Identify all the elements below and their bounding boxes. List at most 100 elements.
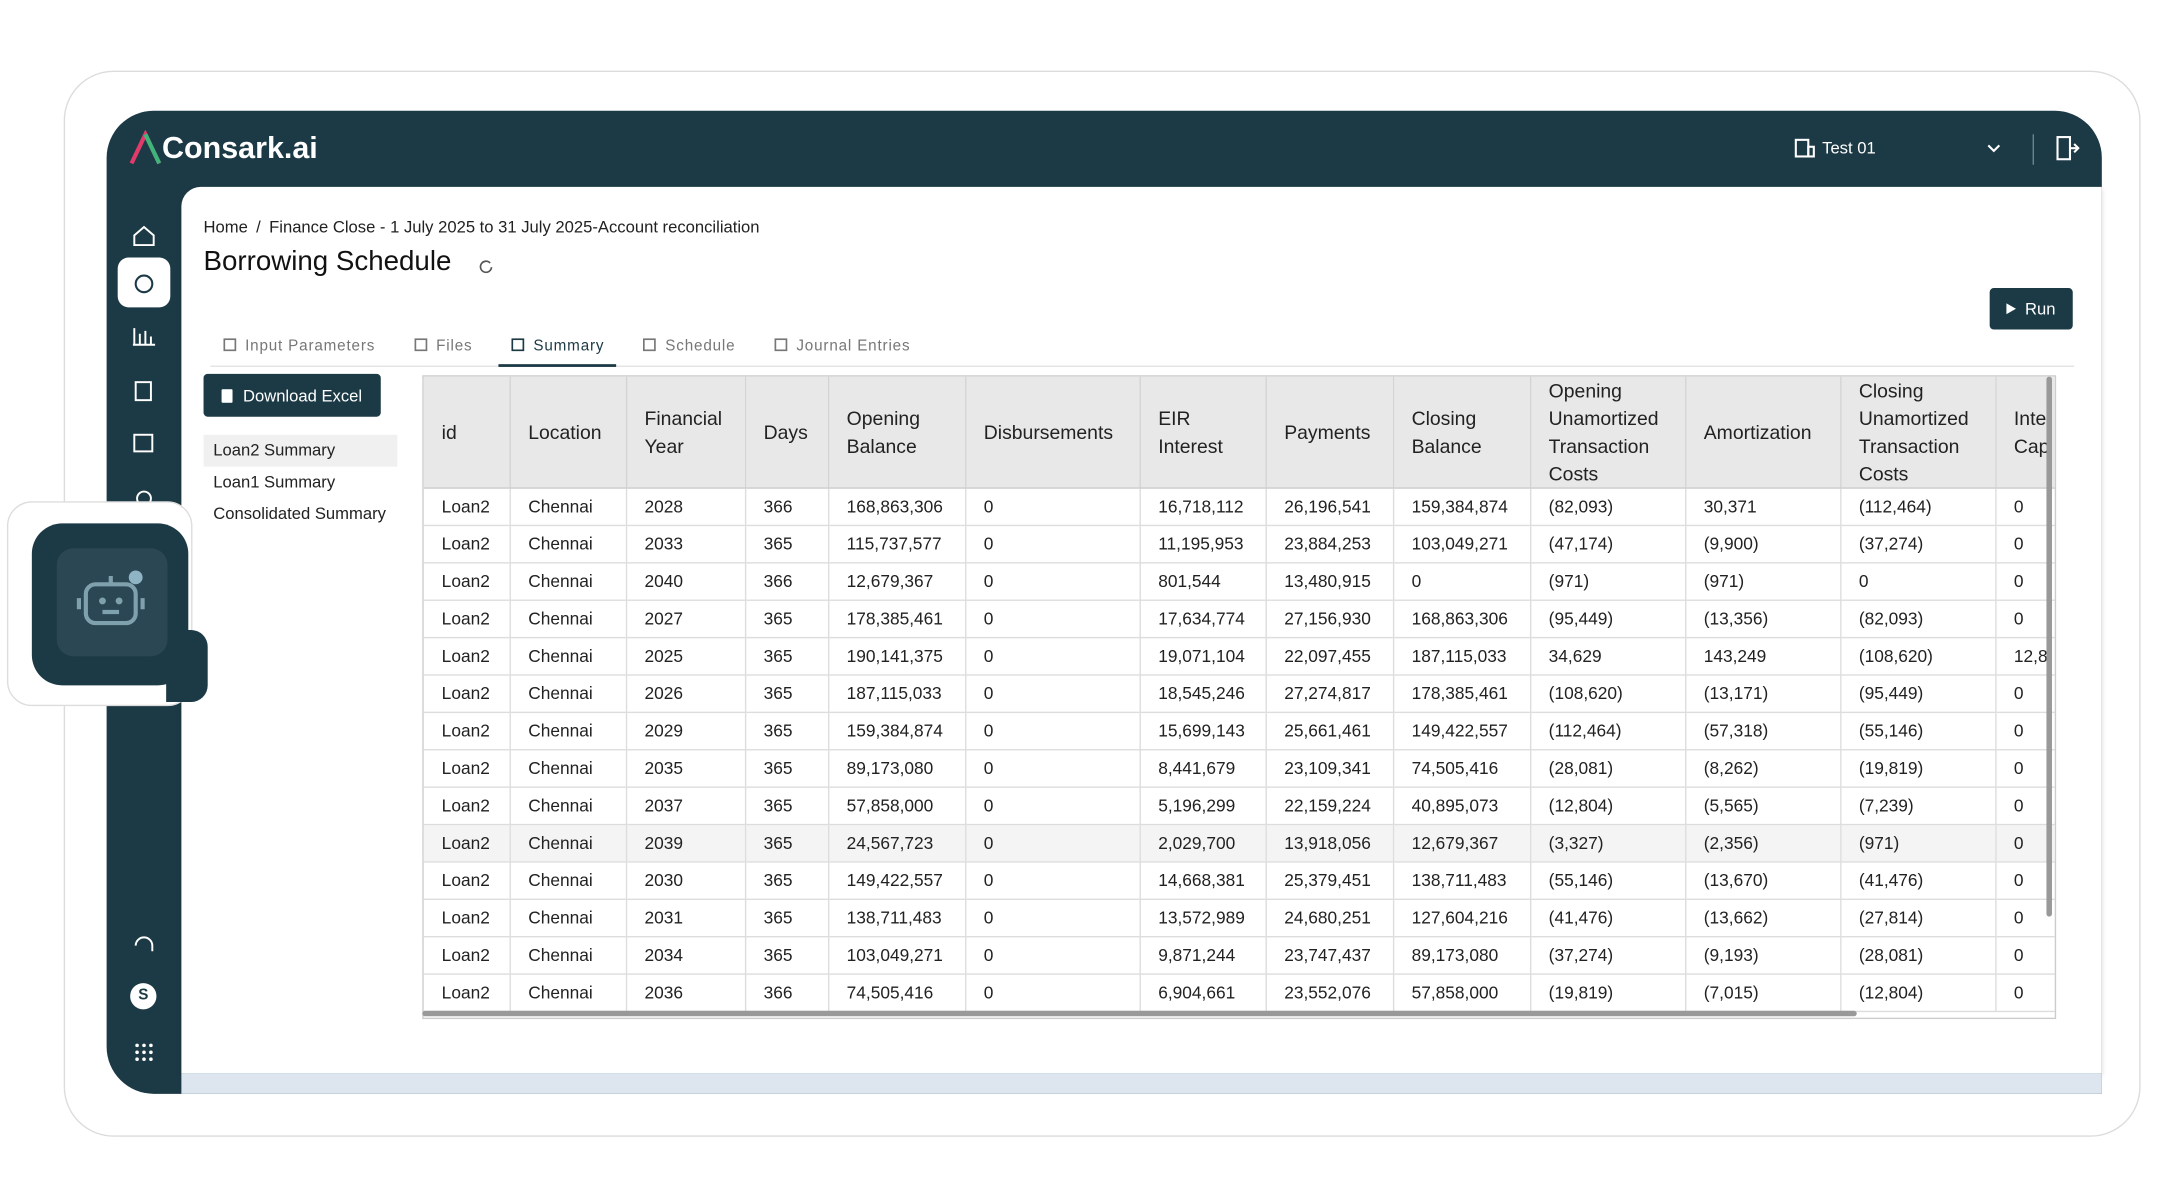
table-row[interactable]: Loan2 Chennai 2027 365 178,385,461 0 17,634,77… [423, 600, 2055, 639]
breadcrumb-item[interactable]: Home [203, 217, 248, 237]
tab[interactable]: Files [402, 332, 485, 364]
column-header[interactable]: Amortization [1685, 376, 1841, 489]
table-cell: 2025 [625, 637, 746, 676]
summary-item[interactable]: Loan2 Summary [203, 434, 398, 467]
table-row[interactable]: Loan2 Chennai 2036 366 74,505,416 0 6,904,661 2… [423, 974, 2055, 1013]
column-header[interactable]: Financial Year [625, 376, 746, 489]
page-title: Borrowing Schedule [203, 246, 452, 277]
table-row[interactable]: Loan2 Chennai 2035 365 89,173,080 0 8,441,679 2… [423, 749, 2055, 788]
column-header[interactable]: Opening Balance [827, 376, 966, 489]
horizontal-scrollbar[interactable] [422, 1010, 1857, 1017]
column-header[interactable]: Closing Balance [1392, 376, 1531, 489]
tab-label: Journal Entries [796, 337, 911, 355]
table-row[interactable]: Loan2 Chennai 2037 365 57,858,000 0 5,196,299 2… [423, 787, 2055, 826]
table-cell: 365 [744, 936, 829, 975]
table-cell: (57,318) [1685, 712, 1841, 751]
table-cell: Chennai [509, 712, 627, 751]
column-header[interactable]: Payments [1265, 376, 1394, 489]
table-cell: 366 [744, 974, 829, 1013]
table-cell: (112,464) [1529, 712, 1686, 751]
table-row[interactable]: Loan2 Chennai 2033 365 115,737,577 0 11,195,95… [423, 525, 2055, 564]
table-cell: 2027 [625, 600, 746, 639]
table-cell: 26,196,541 [1265, 488, 1394, 527]
column-header[interactable]: Location [509, 376, 627, 489]
breadcrumb-item[interactable]: Finance Close - 1 July 2025 to 31 July 2… [269, 217, 760, 237]
table-cell: 0 [1995, 712, 2055, 751]
table-cell: 8,441,679 [1139, 749, 1267, 788]
table-row[interactable]: Loan2 Chennai 2034 365 103,049,271 0 9,871,244… [423, 936, 2055, 975]
table-cell: 12,679,367 [827, 562, 966, 601]
column-header[interactable]: Days [744, 376, 829, 489]
sidebar-icons[interactable] [107, 208, 182, 1080]
tab[interactable]: Input Parameters [210, 332, 387, 364]
tab-label: Summary [533, 337, 605, 355]
column-header[interactable]: Inte Cap [1995, 376, 2055, 489]
table-cell: 103,049,271 [827, 936, 966, 975]
table-cell: (41,476) [1840, 861, 1996, 900]
table-cell: (37,274) [1840, 525, 1996, 564]
table-row[interactable]: Loan2 Chennai 2029 365 159,384,874 0 15,699,14… [423, 712, 2055, 751]
table-cell: 57,858,000 [827, 787, 966, 826]
table-cell: 0 [965, 712, 1141, 751]
table-row[interactable]: Loan2 Chennai 2025 365 190,141,375 0 19,071,10… [423, 637, 2055, 676]
table-row[interactable]: Loan2 Chennai 2039 365 24,567,723 0 2,029,700 1… [423, 824, 2055, 863]
table-row[interactable]: Loan2 Chennai 2030 365 149,422,557 0 14,668,38… [423, 861, 2055, 900]
tab[interactable]: Summary [498, 332, 617, 367]
table-cell: 2037 [625, 787, 746, 826]
table-cell: 0 [1995, 749, 2055, 788]
table-cell: 365 [744, 712, 829, 751]
table-row[interactable]: Loan2 Chennai 2031 365 138,711,483 0 13,572,98… [423, 899, 2055, 938]
table-cell: 143,249 [1685, 637, 1841, 676]
org-selector[interactable]: Test 01 [1822, 138, 1876, 158]
column-header[interactable]: Closing Unamortized Transaction Costs [1840, 376, 1996, 489]
table-cell: Loan2 [423, 562, 511, 601]
table-row[interactable]: Loan2 Chennai 2040 366 12,679,367 0 801,544 13,… [423, 562, 2055, 601]
summary-item[interactable]: Consolidated Summary [213, 503, 386, 524]
table-cell: 22,159,224 [1265, 787, 1394, 826]
download-button[interactable]: Download Excel [203, 373, 381, 417]
run-button[interactable]: Run [1989, 287, 2073, 330]
summary-item[interactable]: Loan1 Summary [213, 472, 336, 492]
table-cell: 6,904,661 [1139, 974, 1267, 1013]
table-cell: Chennai [509, 600, 627, 639]
column-header[interactable]: EIR Interest [1139, 376, 1267, 489]
table-cell: 365 [744, 899, 829, 938]
table-cell: 2039 [625, 824, 746, 863]
table-cell: 178,385,461 [1392, 674, 1531, 714]
table-row[interactable]: Loan2 Chennai 2026 365 187,115,033 0 18,545,24… [423, 674, 2055, 714]
table-cell: (82,093) [1529, 488, 1686, 527]
column-header[interactable]: id [423, 376, 511, 489]
breadcrumb-separator: / [256, 217, 261, 237]
refresh-icon[interactable] [478, 258, 495, 275]
vertical-scrollbar[interactable] [2046, 376, 2052, 917]
dropdown-chevron[interactable] [1986, 141, 2003, 155]
table-cell: 2040 [625, 562, 746, 601]
tab-label: Schedule [665, 337, 736, 355]
table-cell: Loan2 [423, 787, 511, 826]
table-cell: Chennai [509, 525, 627, 564]
table-cell: (3,327) [1529, 824, 1686, 863]
table-cell: Loan2 [423, 600, 511, 639]
table-cell: Loan2 [423, 861, 511, 900]
tab[interactable]: Schedule [631, 332, 748, 364]
download-label: Download Excel [242, 385, 363, 405]
logout-icon[interactable] [2055, 136, 2080, 161]
column-header[interactable]: Opening Unamortized Transaction Costs [1529, 376, 1686, 489]
brand-logo [129, 130, 162, 165]
table-cell: 0 [1995, 974, 2055, 1013]
brand-name[interactable]: Consark.ai [161, 130, 318, 165]
table-cell: 0 [1995, 861, 2055, 900]
table-row[interactable]: Loan2 Chennai 2028 366 168,863,306 0 16,718,11… [423, 488, 2055, 527]
table-cell: (13,670) [1685, 861, 1841, 900]
table-cell: 11,195,953 [1139, 525, 1267, 564]
user-avatar[interactable]: S [130, 983, 157, 1010]
table-container: id Location Financial Year Days Opening Bala… [422, 375, 2057, 1020]
table-cell: (971) [1529, 562, 1686, 601]
run-label: Run [2024, 299, 2056, 319]
column-header[interactable]: Disbursements [965, 376, 1141, 489]
table-cell: (12,804) [1529, 787, 1686, 826]
tab[interactable]: Journal Entries [762, 332, 923, 364]
table-cell: 22,097,455 [1265, 637, 1394, 676]
table-cell: 2026 [625, 674, 746, 714]
table-cell: Loan2 [423, 525, 511, 564]
